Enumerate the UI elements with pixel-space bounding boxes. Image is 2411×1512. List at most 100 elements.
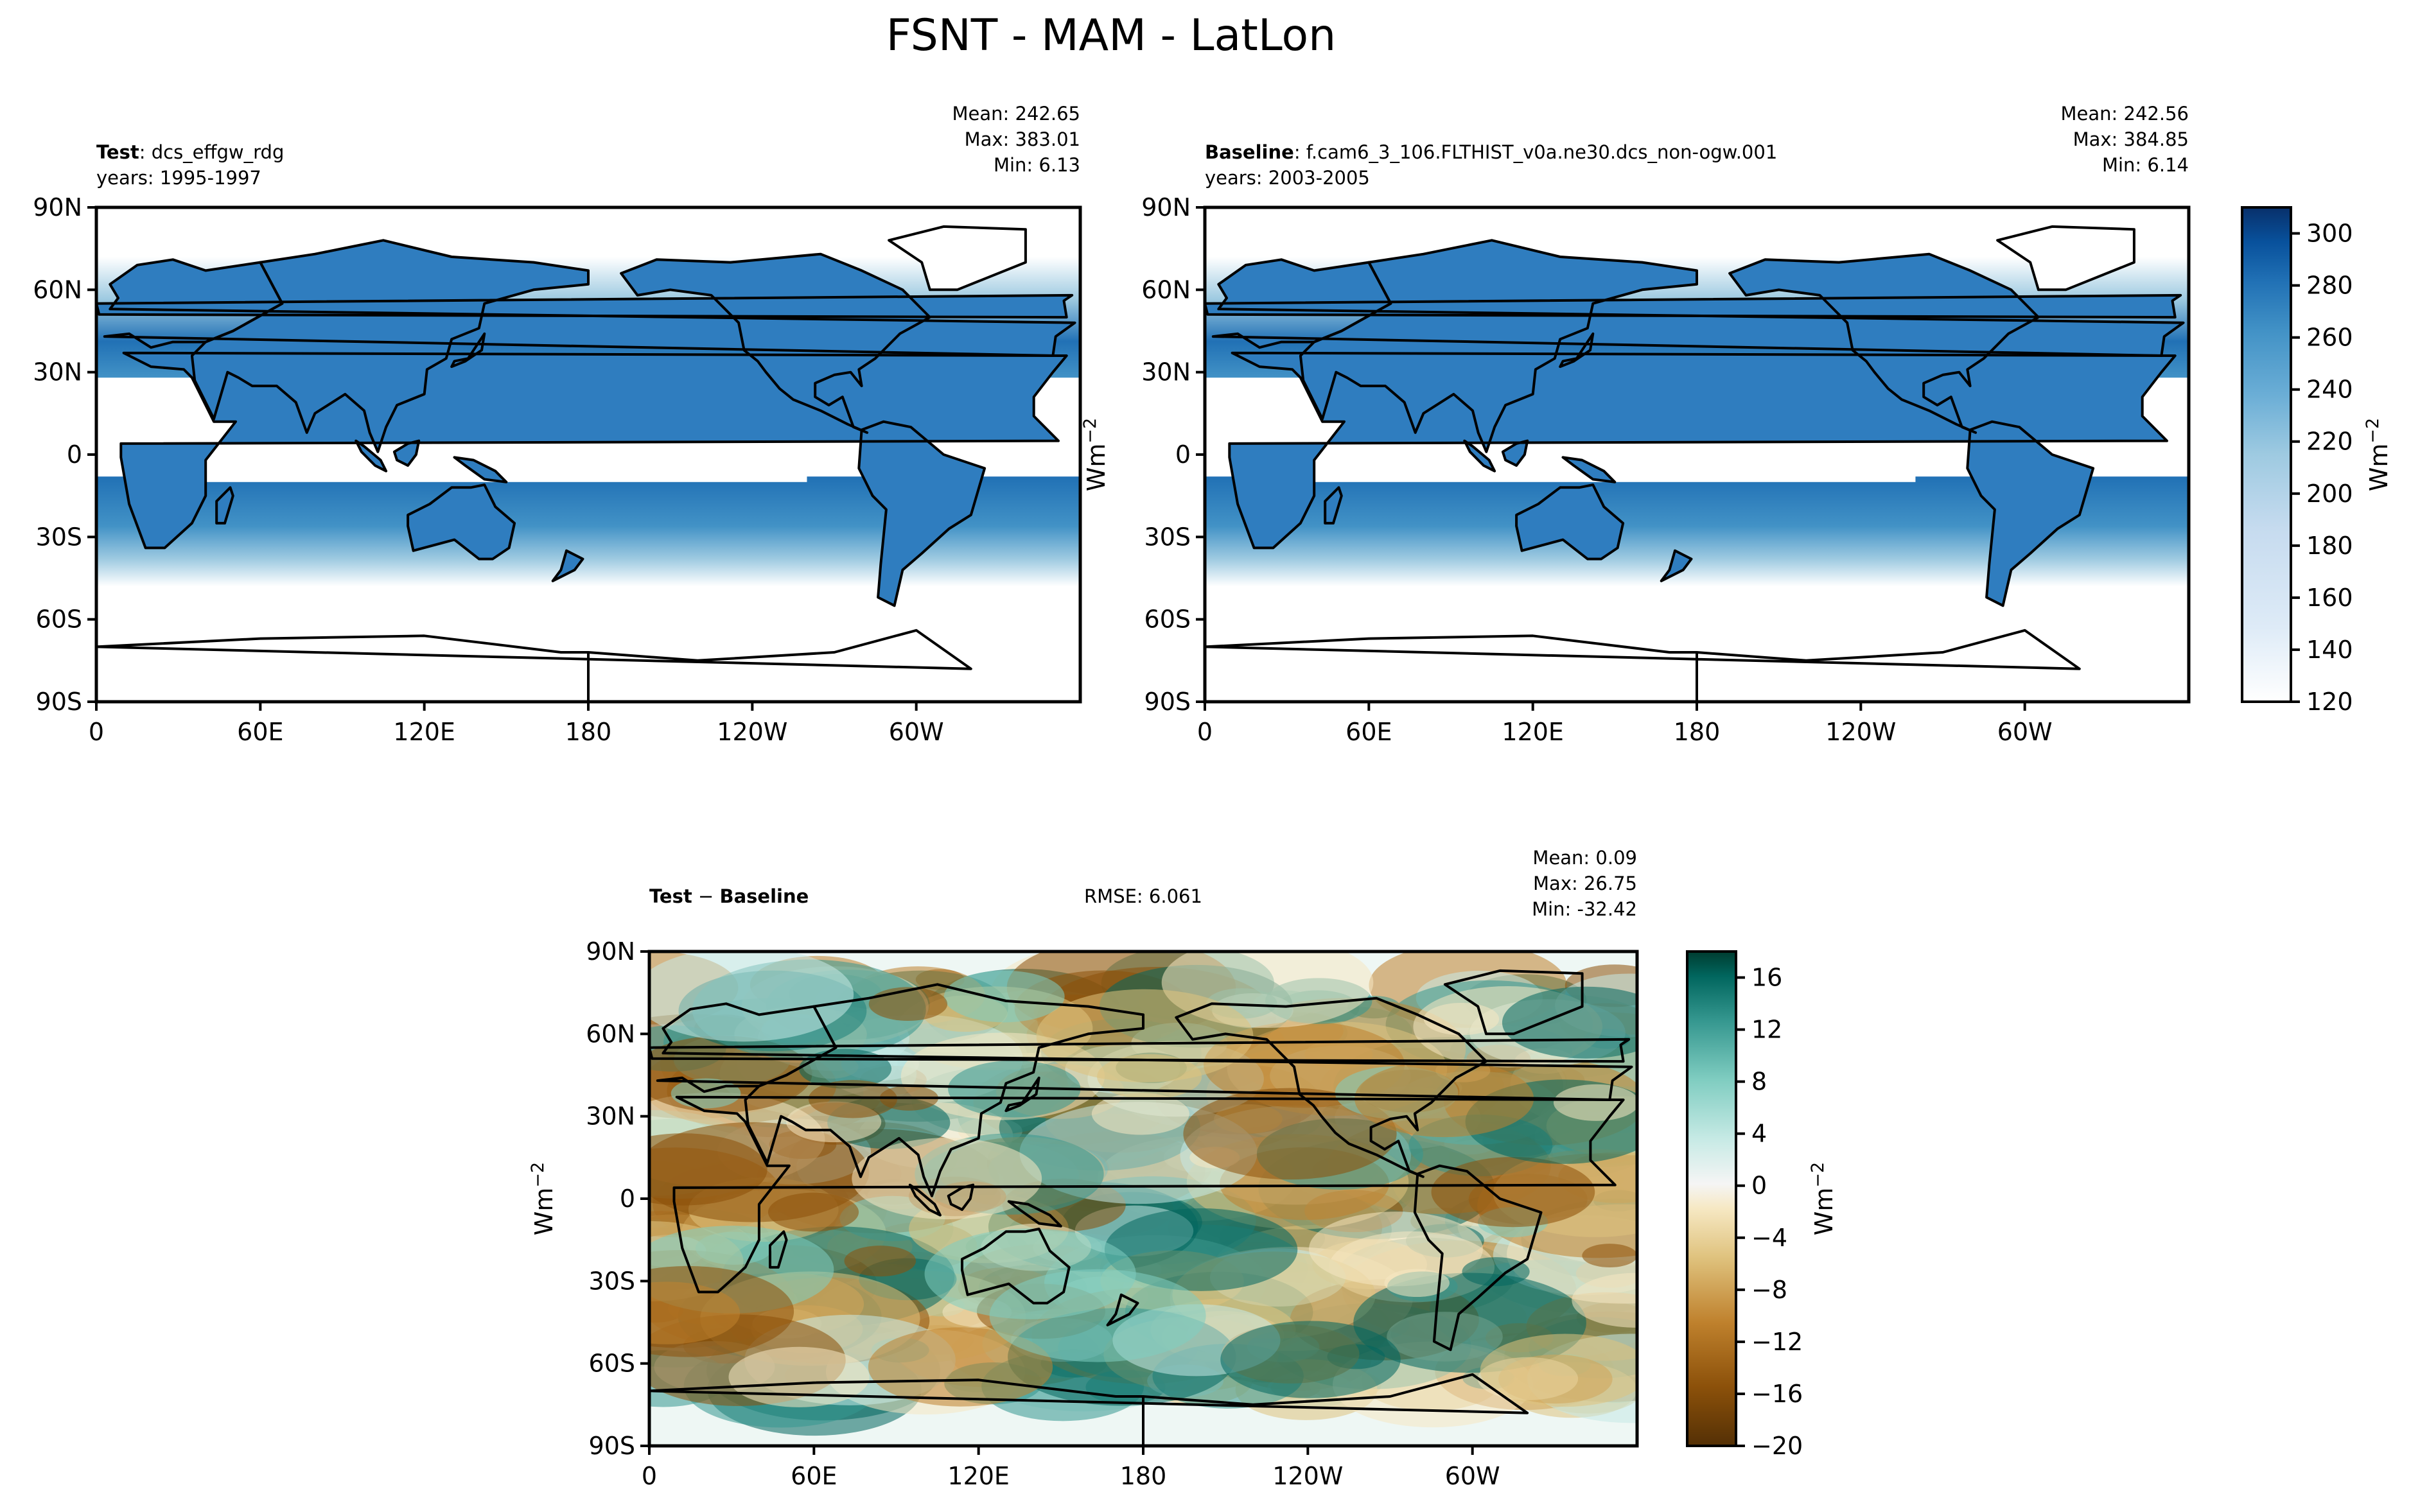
coastline-japan bbox=[450, 332, 486, 369]
y-tick-label: 60N bbox=[1141, 275, 1191, 304]
coastline-japan bbox=[1559, 332, 1595, 369]
y-tick-label: 0 bbox=[67, 440, 82, 469]
coastline-uk bbox=[0, 1039, 641, 1061]
coastline-greenland bbox=[888, 225, 1027, 291]
anomaly-blob bbox=[728, 1346, 870, 1407]
colorbar-ramp bbox=[1686, 950, 1737, 1447]
coastline-asia bbox=[1299, 239, 1698, 453]
anomaly-blob bbox=[1220, 1321, 1401, 1398]
anomaly-blob bbox=[1572, 1273, 1637, 1328]
colorbar-top: 300 280 260 240 220 200 180 160 140 120 Wm−2 bbox=[2241, 206, 2393, 716]
panel-stat: Max: 26.75 bbox=[1533, 873, 1637, 894]
coastline-antarctica bbox=[649, 1373, 1529, 1446]
coastline-australia bbox=[408, 485, 515, 559]
colorbar-ramp bbox=[2241, 206, 2292, 703]
y-tick-label: 90N bbox=[33, 193, 82, 222]
colorbar-tick-label: 16 bbox=[1751, 964, 1782, 992]
map-field bbox=[96, 207, 1080, 702]
coastline-australia bbox=[1516, 485, 1624, 559]
anomaly-blob bbox=[1553, 1084, 1637, 1121]
panel-unit-label: Wm−2 bbox=[528, 1162, 558, 1235]
coastline-antarctica bbox=[0, 1375, 539, 1446]
x-tick-label: 120E bbox=[947, 1462, 1010, 1490]
coastline-borneo bbox=[1501, 439, 1529, 467]
coastline-new-guinea bbox=[453, 456, 508, 483]
y-tick-label: 30N bbox=[586, 1102, 635, 1131]
x-tick-label: 180 bbox=[565, 718, 612, 746]
anomaly-blob bbox=[1309, 1212, 1483, 1287]
colorbar-tick-label: 180 bbox=[2306, 532, 2353, 560]
y-tick-label: 90S bbox=[36, 688, 82, 716]
coastline-greenland bbox=[889, 226, 1026, 290]
coastline-antarctica bbox=[96, 629, 972, 702]
x-tick-label: 0 bbox=[1197, 718, 1213, 746]
anomaly-blob bbox=[1104, 1208, 1298, 1291]
colorbar-tick-label: 240 bbox=[2306, 376, 2353, 404]
anomaly-blob bbox=[1091, 1093, 1189, 1135]
coastline-south-america bbox=[857, 420, 986, 607]
coastline-new-guinea bbox=[1007, 1200, 1062, 1228]
map-field bbox=[1205, 207, 2189, 702]
x-tick-label: 180 bbox=[1674, 718, 1721, 746]
x-tick-label: 0 bbox=[89, 718, 104, 746]
anomaly-blob bbox=[1502, 986, 1637, 1059]
coastline-africa bbox=[119, 351, 1068, 550]
panel-title: Baseline: f.cam6_3_106.FLTHIST_v0a.ne30.… bbox=[1205, 141, 1777, 163]
coastline-sumatra bbox=[356, 440, 387, 471]
coastline-madagascar bbox=[215, 486, 234, 525]
coastline-australia bbox=[407, 483, 516, 560]
panel-stat: Max: 384.85 bbox=[2073, 128, 2189, 150]
x-tick-label: 120W bbox=[717, 718, 787, 746]
x-tick-label: 60E bbox=[237, 718, 283, 746]
coastline-antarctica bbox=[1205, 630, 2080, 702]
coastline-europe bbox=[0, 1004, 644, 1100]
anomaly-blob bbox=[1423, 1002, 1500, 1036]
x-tick-label: 60W bbox=[1997, 718, 2053, 746]
coastline-europe bbox=[0, 1004, 644, 1100]
coastline-antarctica bbox=[96, 630, 971, 702]
anomaly-blob bbox=[1582, 1244, 1637, 1268]
anomaly-blob bbox=[852, 1138, 1042, 1220]
coastline-uk bbox=[96, 293, 1074, 319]
coastline-south-america bbox=[859, 421, 985, 606]
panel-title: Test − Baseline bbox=[649, 885, 809, 907]
y-tick-label: 90N bbox=[1141, 193, 1191, 222]
coastline-south-america bbox=[1413, 1164, 1543, 1351]
coastline-asia bbox=[744, 983, 1144, 1197]
y-tick-label: 60S bbox=[36, 605, 82, 634]
coastline-asia bbox=[1300, 240, 1697, 452]
x-tick-label: 180 bbox=[1120, 1462, 1167, 1490]
x-tick-label: 0 bbox=[642, 1462, 657, 1490]
coastline-new-zealand bbox=[551, 549, 584, 582]
coastline-madagascar bbox=[1324, 486, 1343, 525]
coastline-madagascar bbox=[216, 487, 233, 523]
colorbar-tick-label: 160 bbox=[2306, 584, 2353, 612]
coastline-sumatra bbox=[1464, 440, 1495, 471]
coastline-japan bbox=[1560, 333, 1593, 367]
colorbar-difference: 16 12 8 4 0 −4 −8 −12 −16 −20 Wm−2 bbox=[1686, 950, 1838, 1460]
coastline-north-america bbox=[1728, 252, 2040, 434]
coastline-uk bbox=[649, 1038, 1631, 1063]
panel-difference: 0 60E 120E 180 120W 60W 90N 60N 30N 0 30S 60S 90S Tes… bbox=[0, 847, 1639, 1490]
coastline-sumatra bbox=[1463, 439, 1496, 473]
coastline-new-zealand bbox=[1660, 549, 1693, 582]
y-tick-label: 30S bbox=[36, 523, 82, 551]
colorbar-tick-label: 0 bbox=[1751, 1172, 1767, 1200]
panel-stat: Mean: 242.56 bbox=[2061, 103, 2189, 125]
x-tick-label: 120W bbox=[1825, 718, 1896, 746]
x-tick-label: 60E bbox=[1346, 718, 1392, 746]
coastline-africa bbox=[1228, 351, 2177, 550]
coastline-madagascar bbox=[769, 1230, 788, 1269]
coastline-uk bbox=[0, 1039, 641, 1061]
y-tick-label: 0 bbox=[1175, 440, 1191, 469]
coastline-borneo bbox=[1502, 440, 1528, 466]
colorbar-tick-label: −12 bbox=[1751, 1328, 1803, 1356]
coastline-north-america bbox=[620, 252, 931, 434]
anomaly-blob bbox=[1384, 1269, 1450, 1298]
coastline-north-america bbox=[1175, 996, 1487, 1178]
coastline-new-zealand bbox=[1661, 550, 1692, 581]
y-tick-label: 90S bbox=[1144, 688, 1191, 716]
anomaly-blob bbox=[1462, 1257, 1530, 1287]
colorbar-tick-label: −8 bbox=[1751, 1276, 1787, 1304]
colorbar-tick-label: 140 bbox=[2306, 636, 2353, 664]
